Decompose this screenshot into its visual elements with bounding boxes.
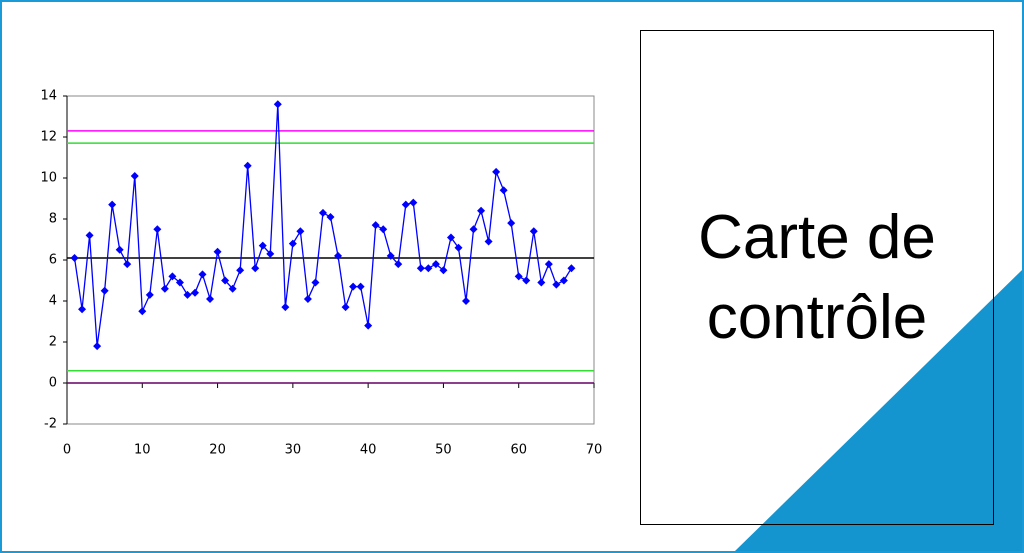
y-tick-label: 4 <box>49 294 57 309</box>
data-point <box>379 225 388 234</box>
data-point <box>100 286 109 295</box>
data-point <box>386 251 395 260</box>
y-tick-label: 12 <box>40 130 57 145</box>
data-point <box>153 225 162 234</box>
data-point <box>364 321 373 330</box>
data-point <box>492 167 501 176</box>
data-point <box>281 303 290 312</box>
data-point <box>454 243 463 252</box>
data-point <box>138 307 147 316</box>
data-point <box>356 282 365 291</box>
y-tick-label: 10 <box>40 171 57 186</box>
data-point <box>123 260 132 269</box>
data-point <box>334 251 343 260</box>
data-point <box>416 264 425 273</box>
data-point <box>258 241 267 250</box>
data-point <box>499 186 508 195</box>
data-point <box>507 219 516 228</box>
y-tick-label: 8 <box>49 212 57 227</box>
x-tick-label: 50 <box>435 443 452 458</box>
data-point <box>484 237 493 246</box>
data-point <box>401 200 410 209</box>
corner-triangle <box>735 270 1022 551</box>
x-tick-label: 10 <box>134 443 151 458</box>
data-point <box>115 245 124 254</box>
data-point <box>552 280 561 289</box>
data-point <box>431 260 440 269</box>
data-point <box>311 278 320 287</box>
data-point <box>446 233 455 242</box>
data-point <box>288 239 297 248</box>
data-point <box>514 272 523 281</box>
x-tick-label: 20 <box>209 443 226 458</box>
data-point <box>183 290 192 299</box>
data-point <box>544 260 553 269</box>
data-point <box>409 198 418 207</box>
data-point <box>243 161 252 170</box>
data-point <box>78 305 87 314</box>
data-point <box>251 264 260 273</box>
data-point <box>206 294 215 303</box>
data-point <box>266 249 275 258</box>
data-point <box>130 171 139 180</box>
data-point <box>559 276 568 285</box>
data-point <box>326 212 335 221</box>
data-point <box>296 227 305 236</box>
data-point <box>318 208 327 217</box>
x-tick-label: 30 <box>285 443 302 458</box>
data-point <box>160 284 169 293</box>
data-point <box>462 297 471 305</box>
data-point <box>371 221 380 230</box>
plot-area <box>66 95 595 425</box>
data-point <box>537 278 546 287</box>
y-tick-label: 6 <box>49 253 57 268</box>
data-point <box>175 278 184 287</box>
data-point <box>190 288 199 297</box>
x-tick-label: 70 <box>586 443 603 458</box>
y-tick-label: 2 <box>49 335 57 350</box>
data-point <box>236 266 245 275</box>
data-point <box>439 266 448 275</box>
data-point <box>522 276 531 285</box>
data-point <box>349 282 358 291</box>
data-point <box>93 342 102 351</box>
data-point <box>567 264 576 273</box>
data-point <box>168 272 177 281</box>
slide-title: Carte de contrôle <box>698 202 936 352</box>
data-point <box>303 294 312 303</box>
data-point <box>469 225 478 234</box>
data-point <box>477 206 486 215</box>
data-point <box>198 270 207 279</box>
data-point <box>85 231 94 240</box>
data-point <box>221 276 230 285</box>
y-tick-label: -2 <box>44 417 57 432</box>
x-tick-label: 40 <box>360 443 377 458</box>
data-point <box>108 200 117 209</box>
y-tick-label: 0 <box>49 376 57 391</box>
data-point <box>213 247 222 256</box>
y-tick-label: 14 <box>40 89 57 104</box>
data-point <box>273 100 282 109</box>
data-point <box>228 284 237 293</box>
data-point <box>394 260 403 269</box>
title-box: Carte de contrôle <box>640 30 994 525</box>
x-tick-label: 0 <box>63 443 71 458</box>
data-point <box>145 290 154 299</box>
data-point <box>341 303 350 312</box>
data-point <box>70 253 79 262</box>
data-point <box>529 227 538 236</box>
x-tick-label: 60 <box>510 443 527 458</box>
data-point <box>424 264 433 273</box>
